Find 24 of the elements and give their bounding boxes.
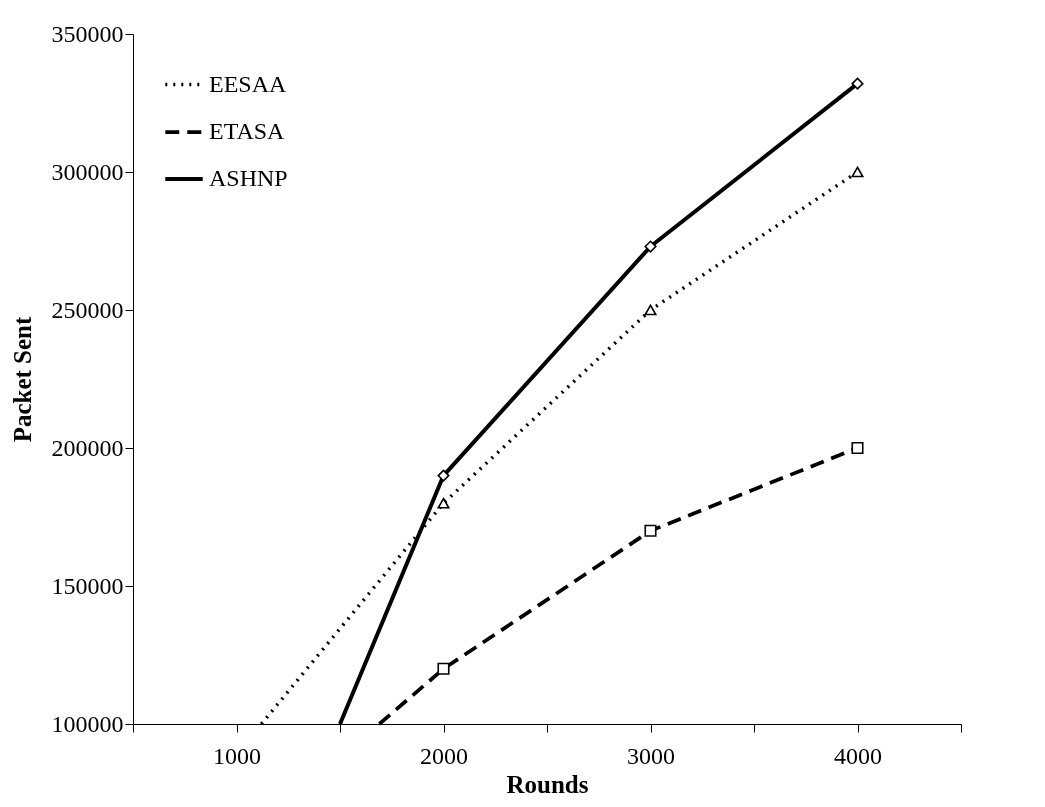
y-axis-title: Packet Sent (8, 315, 36, 443)
point (851, 441, 864, 455)
y-tick-label: 200000 (51, 434, 124, 461)
point (851, 166, 864, 178)
x-tick-label: 4000 (834, 742, 882, 769)
point (644, 240, 657, 253)
y-tick-label: 100000 (51, 710, 124, 737)
x-axis-title: Rounds (506, 770, 589, 798)
legend-label: ASHNP (209, 165, 288, 191)
legend-label: ETASA (209, 118, 286, 144)
point (437, 469, 450, 482)
point (644, 524, 657, 537)
y-tick-label: 150000 (51, 572, 124, 599)
point (437, 497, 450, 509)
point (851, 77, 864, 90)
y-tick-label: 250000 (51, 296, 124, 323)
x-tick-label: 3000 (627, 742, 675, 769)
x-tick-label: 2000 (420, 742, 468, 769)
x-tick-label: 1000 (213, 742, 261, 769)
y-tick-label: 350000 (51, 20, 124, 47)
point (437, 662, 450, 675)
y-tick-label: 300000 (51, 158, 124, 185)
legend-label: EESAA (209, 70, 287, 97)
point (644, 304, 657, 316)
